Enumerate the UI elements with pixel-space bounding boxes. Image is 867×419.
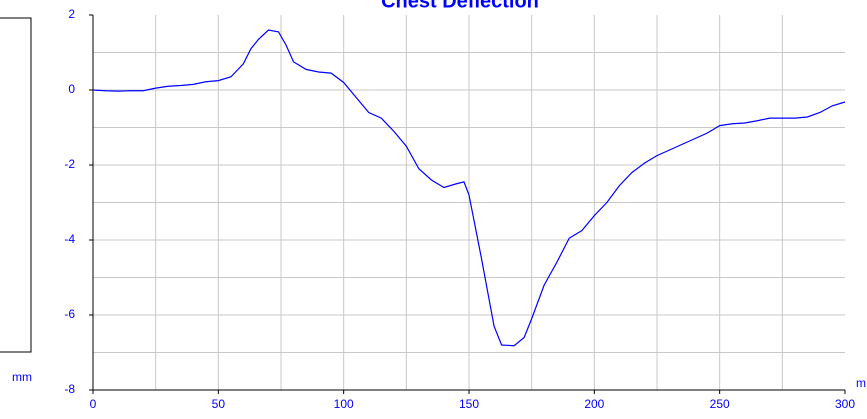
y-tick-label: -8 [64, 382, 75, 396]
y-tick-label: -6 [64, 307, 75, 321]
chart-title: Chest Deflection [381, 0, 539, 12]
x-axis-label: m [856, 376, 866, 390]
y-axis-label: mm [12, 370, 32, 384]
x-tick-label: 150 [459, 397, 479, 411]
x-tick-label: 250 [710, 397, 730, 411]
x-tick-label: 200 [584, 397, 604, 411]
x-tick-label: 100 [334, 397, 354, 411]
side-panel [0, 17, 32, 353]
y-tick-label: 2 [68, 7, 75, 21]
data-line [92, 29, 846, 347]
y-tick-label: 0 [68, 82, 75, 96]
x-tick-label: 0 [90, 397, 97, 411]
x-tick-label: 300 [835, 397, 855, 411]
y-tick-label: -2 [64, 157, 75, 171]
x-tick-label: 50 [212, 397, 226, 411]
y-tick-label: -4 [64, 232, 75, 246]
